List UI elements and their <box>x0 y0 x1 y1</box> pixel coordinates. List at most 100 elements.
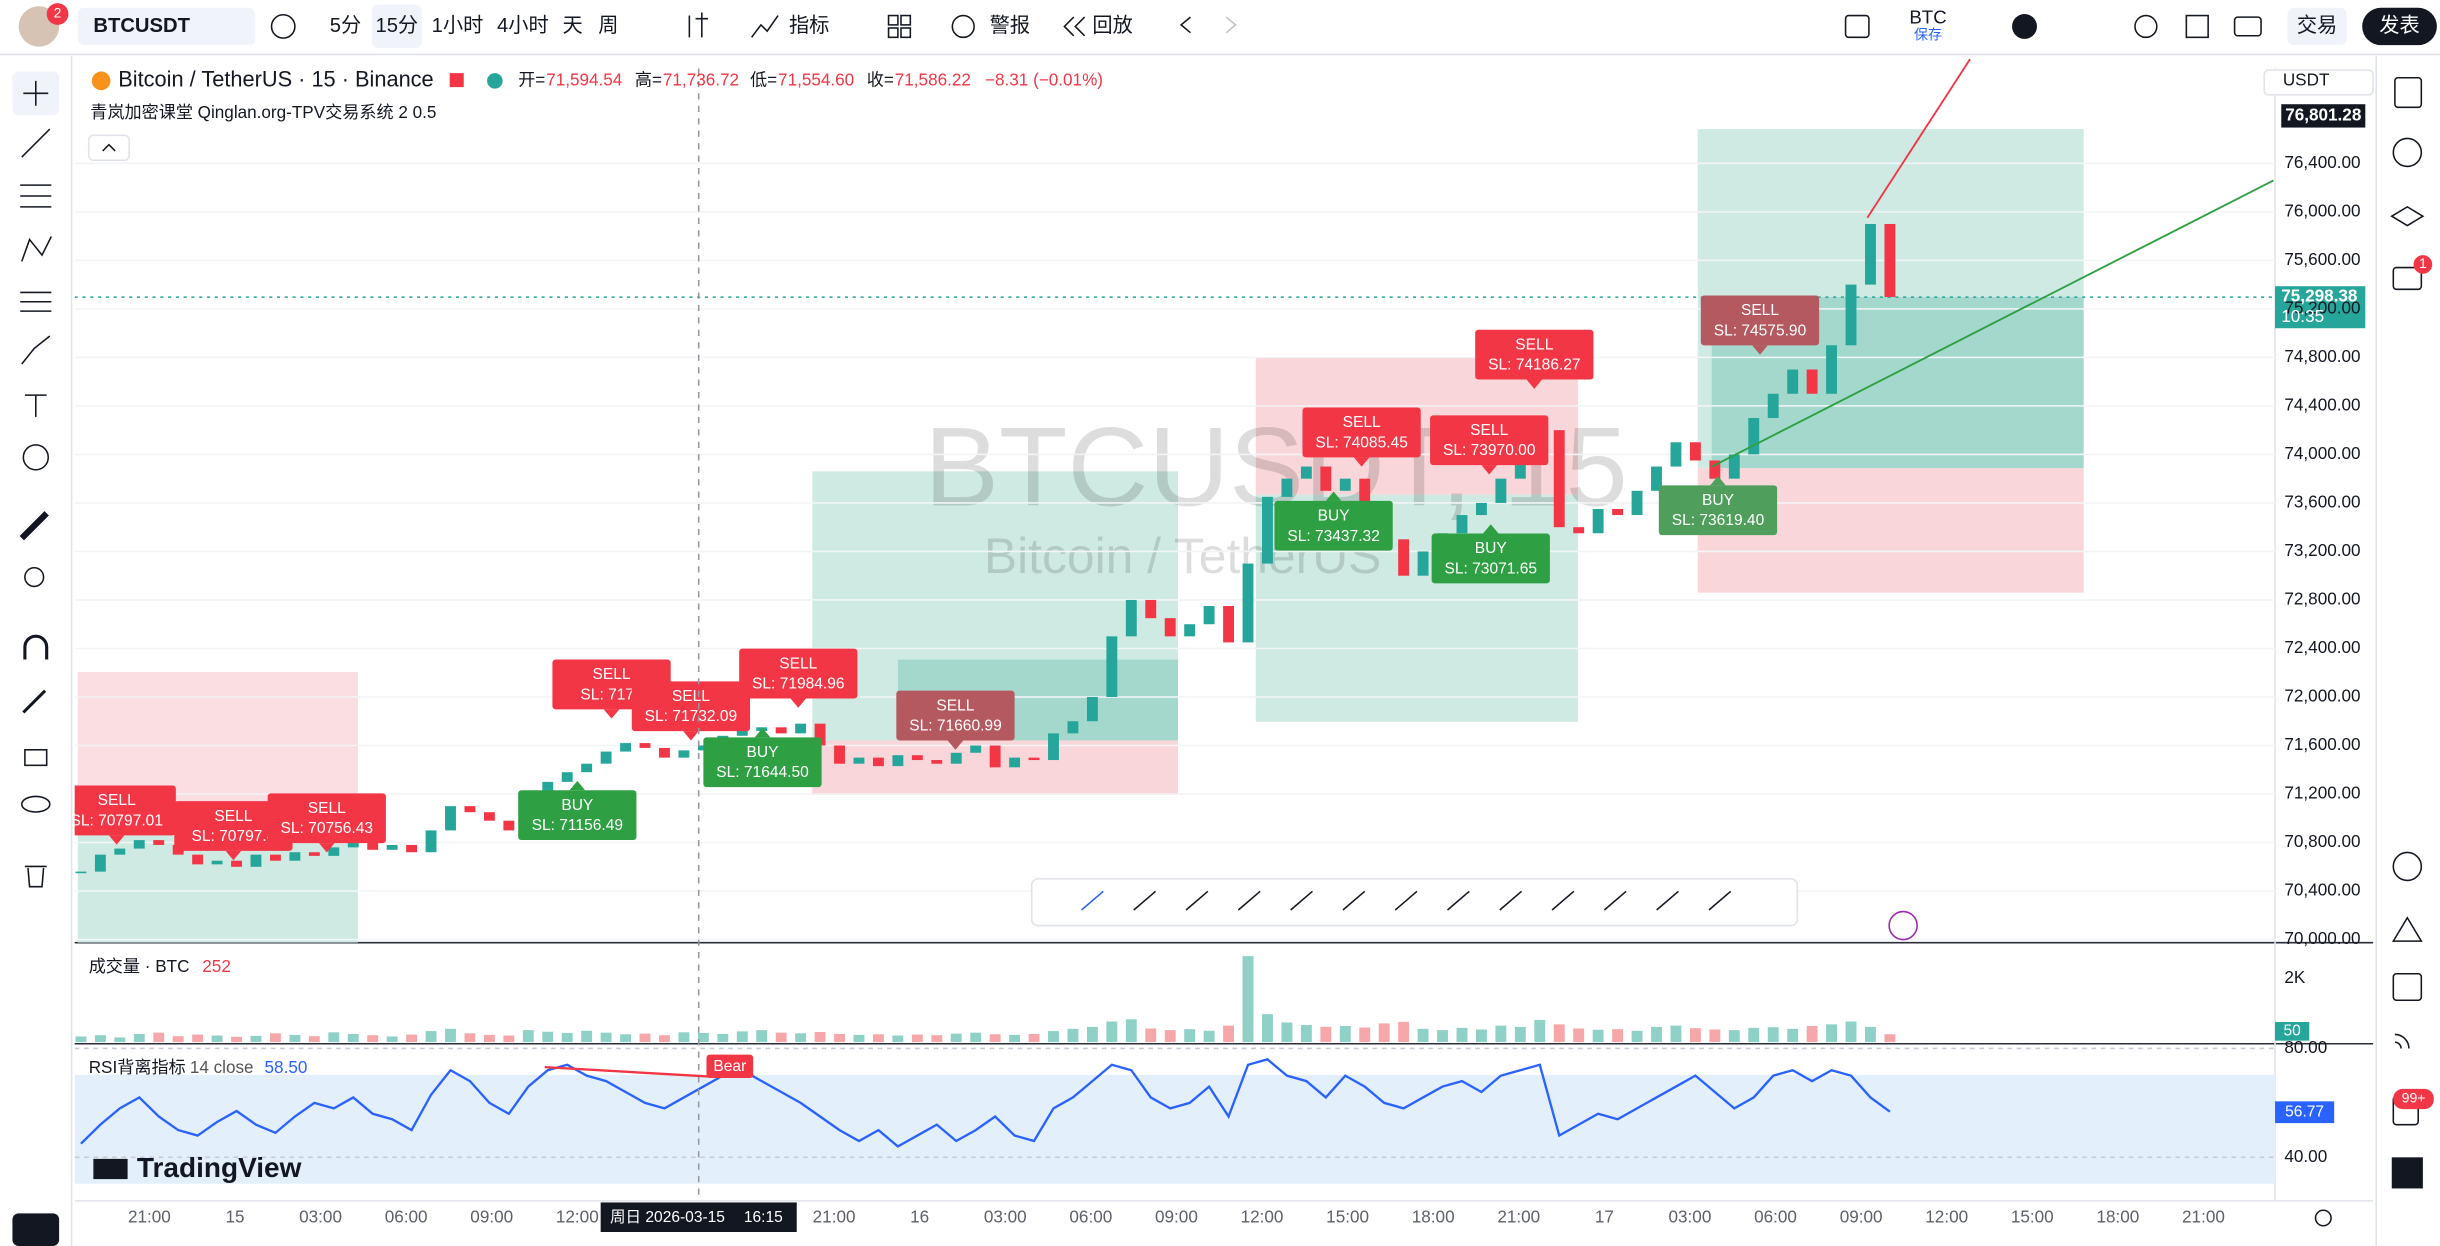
redo <box>1225 16 1237 34</box>
volume-bar <box>1495 1025 1507 1043</box>
drawing-tool[interactable] <box>1551 890 1575 911</box>
drawing-tool[interactable] <box>1080 890 1104 911</box>
price-tick-label: 76,400.00 <box>2284 153 2360 172</box>
undo[interactable] <box>1179 16 1191 34</box>
crosshair-tool[interactable] <box>23 80 49 106</box>
settings-icon[interactable] <box>2314 1209 2332 1227</box>
drawing-tool[interactable] <box>1237 890 1261 911</box>
lightning-icon[interactable] <box>1888 910 1918 941</box>
candle <box>1164 618 1176 637</box>
calendar-icon[interactable] <box>2392 973 2423 1001</box>
lock-tool[interactable] <box>24 749 48 767</box>
ruler-tool[interactable] <box>19 511 49 541</box>
pane-value: 252 <box>202 957 231 976</box>
drawing-tool[interactable] <box>1290 890 1313 911</box>
layout-icon[interactable] <box>900 27 912 39</box>
forecast-tool[interactable] <box>20 291 52 312</box>
volume-bar <box>1281 1022 1293 1043</box>
drawing-tool[interactable] <box>1394 890 1418 911</box>
currency-select[interactable] <box>2263 69 2374 96</box>
price-label-box <box>2281 104 2366 128</box>
volume-bar <box>795 1033 807 1043</box>
settings-icon[interactable] <box>2134 14 2158 39</box>
drawing-tool[interactable] <box>1185 890 1209 911</box>
save-state: 保存 <box>1914 26 1942 42</box>
volume-bar <box>1300 1025 1312 1043</box>
alerts-icon[interactable] <box>2392 137 2423 168</box>
drawing-tool[interactable] <box>1603 890 1627 911</box>
chat-icon[interactable] <box>2392 266 2423 291</box>
layers-icon[interactable] <box>2390 205 2425 227</box>
interval-active[interactable] <box>371 4 422 49</box>
apps-icon[interactable] <box>2391 1157 2423 1189</box>
alert-icon[interactable] <box>951 14 975 39</box>
trade-button[interactable] <box>2287 7 2347 46</box>
signal-pointer <box>1482 524 1499 534</box>
layout-icon[interactable] <box>887 14 899 26</box>
drawing-tool[interactable] <box>1342 890 1366 911</box>
zoom-tool[interactable] <box>24 567 45 588</box>
rsi-band <box>74 1074 2276 1184</box>
watchlist-icon[interactable] <box>2394 77 2423 109</box>
replay-icon[interactable] <box>1063 16 1086 37</box>
signal-pointer <box>225 850 242 861</box>
pulse-icon[interactable] <box>2391 916 2423 942</box>
fib-tool[interactable] <box>20 184 52 208</box>
pattern-tool[interactable] <box>21 236 53 262</box>
volume-bar <box>1845 1021 1857 1043</box>
emoji-tool[interactable] <box>22 444 50 471</box>
candle <box>386 844 398 850</box>
trendline-tool[interactable] <box>21 128 51 158</box>
volume-bar <box>620 1034 632 1043</box>
ohlc-value: 71,554.60 <box>778 70 854 89</box>
add-symbol[interactable] <box>270 14 296 39</box>
layout-icon[interactable] <box>900 14 912 26</box>
chart-type-icon[interactable] <box>688 12 709 38</box>
price-tick-label: 70,800.00 <box>2284 832 2360 851</box>
volume-bar <box>678 1032 690 1043</box>
volume-bar <box>192 1034 204 1043</box>
publish-button[interactable] <box>2362 7 2437 46</box>
ideas-icon[interactable] <box>2392 851 2423 882</box>
drawing-tool[interactable] <box>1499 890 1523 911</box>
brush-tool[interactable] <box>21 335 51 365</box>
coin-icon <box>91 71 111 91</box>
magnet-tool[interactable] <box>23 634 49 660</box>
signal-label <box>1700 295 1820 346</box>
hide-tool[interactable] <box>21 795 51 813</box>
indicator-icon[interactable] <box>750 15 779 38</box>
rsi-label-box <box>2275 1101 2335 1124</box>
text-tool[interactable] <box>24 394 47 417</box>
lock-draw-tool[interactable] <box>22 689 47 714</box>
layout-icon[interactable] <box>887 27 899 39</box>
volume-bar <box>133 1033 145 1043</box>
drawing-tool[interactable] <box>1446 890 1470 911</box>
candle <box>1767 393 1779 419</box>
price-tick-label: 70,400.00 <box>2284 881 2360 900</box>
drawing-tool[interactable] <box>1708 890 1732 911</box>
candle <box>1359 478 1371 516</box>
volume-bar <box>1086 1026 1098 1043</box>
flag-icon[interactable] <box>449 73 464 88</box>
symbol-search[interactable] <box>77 7 256 46</box>
signal-side: SELL <box>1470 422 1508 439</box>
volume-bar <box>1631 1030 1643 1043</box>
drawing-tool[interactable] <box>1133 890 1157 911</box>
candle <box>1748 418 1760 455</box>
account-icon[interactable] <box>2012 14 2037 39</box>
object-tree[interactable] <box>12 1213 60 1246</box>
drawing-tool[interactable] <box>1656 890 1679 911</box>
fullscreen-icon[interactable] <box>2185 14 2209 39</box>
volume-bar <box>1223 1025 1235 1043</box>
stream-icon[interactable] <box>2394 1033 2410 1049</box>
candle <box>1048 733 1059 761</box>
delete-tool[interactable] <box>24 865 47 888</box>
signal-sl: SL: 70797.4 <box>191 828 275 845</box>
candle <box>1125 599 1137 637</box>
layout-button[interactable] <box>1844 14 1870 39</box>
snapshot-icon[interactable] <box>2233 16 2262 37</box>
collapse-button[interactable] <box>87 134 130 161</box>
status-dot <box>487 73 503 89</box>
last-price-label: 75,298.38 <box>2281 287 2357 306</box>
badge <box>2413 255 2433 274</box>
